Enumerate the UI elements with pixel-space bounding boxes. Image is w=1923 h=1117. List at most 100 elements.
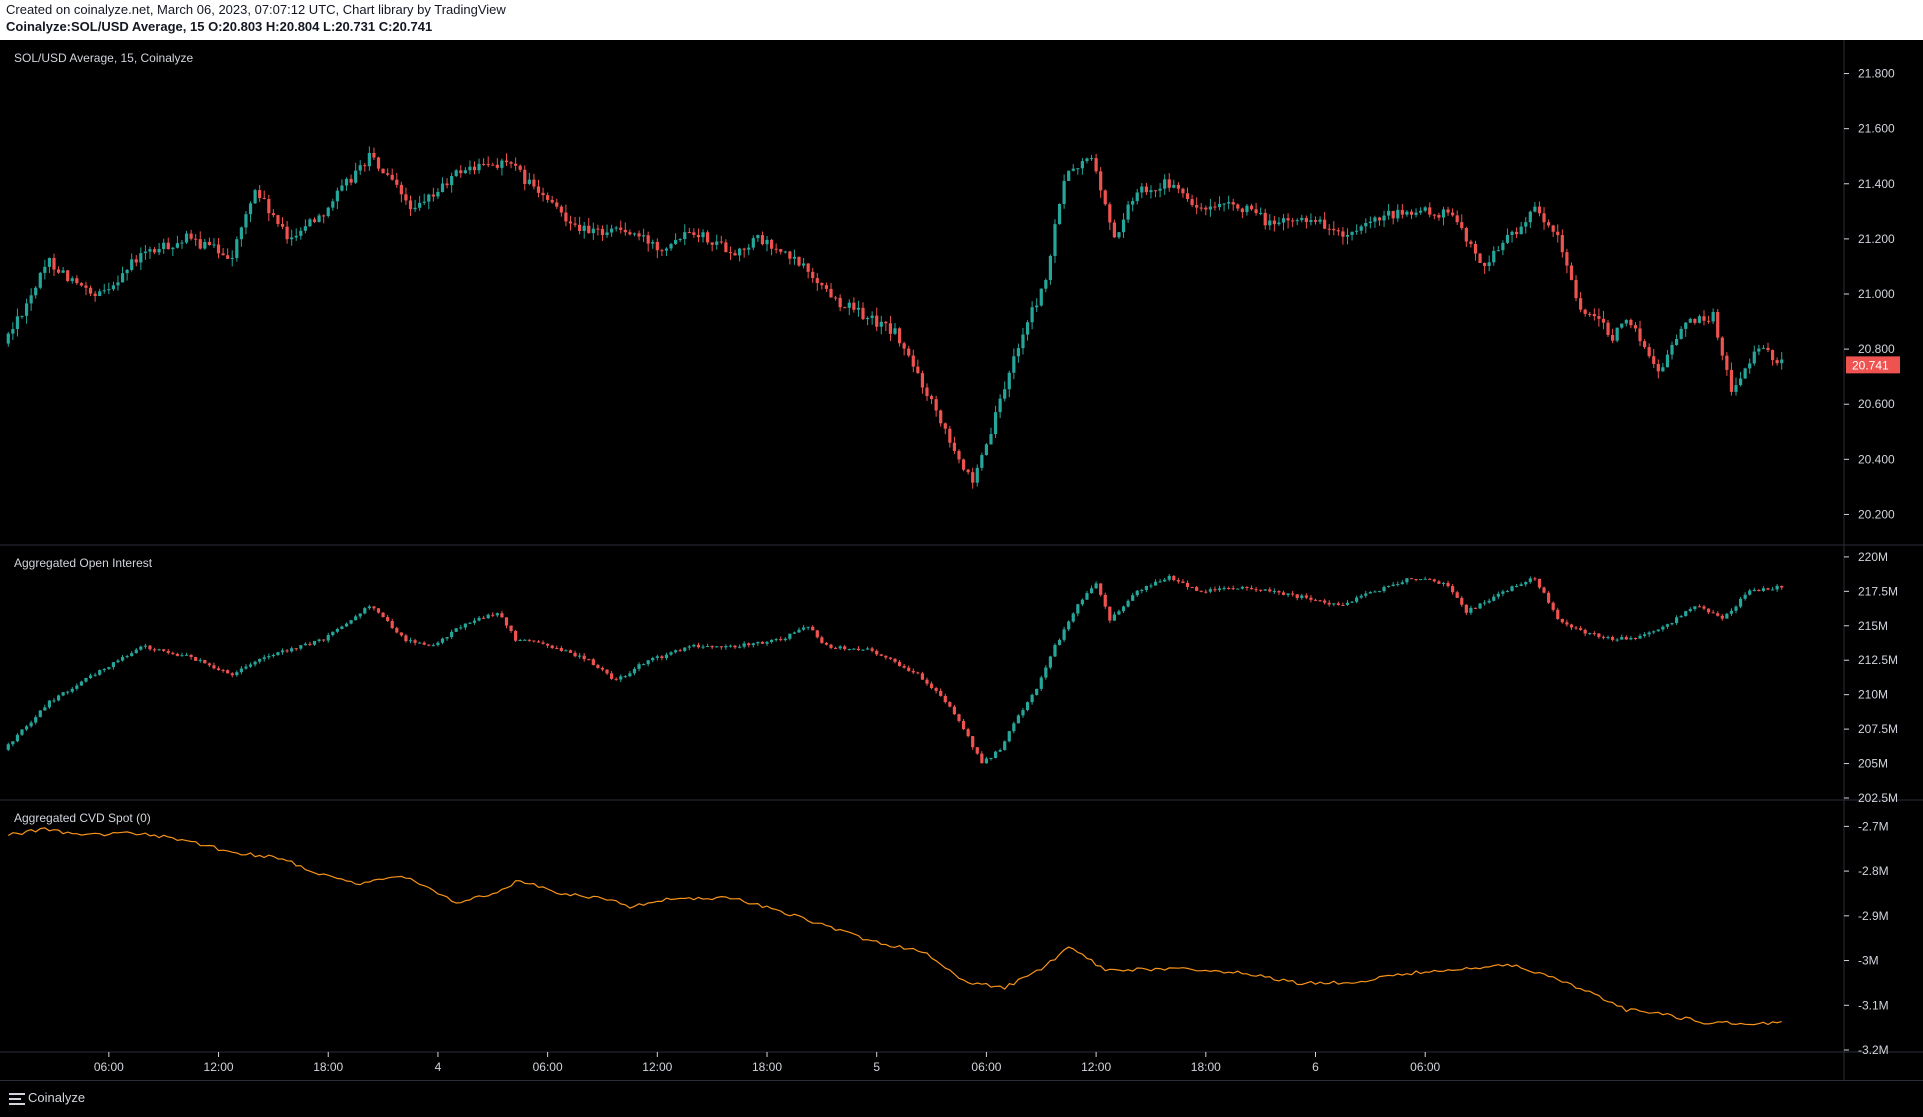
candle (1743, 592, 1747, 601)
candle-body (907, 348, 911, 356)
candle-body (564, 212, 568, 222)
candle (733, 249, 737, 256)
candle-body (683, 232, 687, 240)
candle-body (1460, 222, 1464, 228)
candle (1263, 589, 1267, 591)
candle-body (354, 170, 358, 183)
candle-body (1368, 592, 1372, 594)
candle-body (1547, 222, 1551, 226)
candle-body (541, 642, 545, 644)
candle (1437, 580, 1441, 585)
candle (1016, 714, 1021, 724)
candle-body (34, 287, 38, 296)
candle-body (1469, 241, 1473, 244)
candle (1259, 207, 1263, 216)
hamburger-logo-icon (9, 1093, 25, 1105)
candle (1355, 595, 1359, 604)
candle-body (1738, 378, 1743, 386)
candle-body (1515, 231, 1519, 235)
candle-body (1770, 350, 1775, 361)
candle (1167, 173, 1171, 192)
candle (578, 216, 582, 235)
candle (386, 168, 390, 177)
candle-body (120, 273, 125, 283)
open-interest-pane[interactable]: Aggregated Open Interest (6, 556, 1784, 764)
x-tick-label: 06:00 (94, 1060, 124, 1074)
candle-body (1245, 586, 1249, 589)
candle (706, 230, 710, 245)
candle-body (221, 253, 225, 256)
cvd-pane[interactable]: Aggregated CVD Spot (0) (7, 811, 1782, 1026)
candle-body (1652, 631, 1656, 633)
candle-body (897, 661, 902, 666)
candle-body (1025, 322, 1030, 335)
candle-body (1697, 316, 1702, 323)
candle (706, 643, 710, 648)
candle (198, 658, 202, 663)
candle-body (1291, 593, 1295, 595)
candle-body (879, 654, 883, 656)
chart-canvas[interactable]: SOL/USD Average, 15, Coinalyze Aggregate… (0, 40, 1923, 1080)
low-value: 20.731 (335, 19, 376, 34)
candle (971, 736, 975, 750)
candle-body (564, 650, 568, 652)
candle (920, 671, 925, 680)
candle (157, 242, 161, 256)
candle-body (536, 641, 541, 643)
candle-body (267, 199, 271, 214)
candle (660, 655, 664, 661)
x-tick-label: 18:00 (752, 1060, 782, 1074)
candle (1185, 187, 1190, 202)
candle (961, 458, 966, 472)
candle-body (235, 239, 239, 258)
candle (175, 652, 180, 657)
candle (66, 269, 70, 283)
candle (358, 160, 362, 175)
candle-body (1661, 626, 1665, 630)
candle-body (733, 645, 737, 648)
candle (1464, 604, 1468, 616)
candle-body (1684, 611, 1688, 617)
candle-body (61, 270, 65, 273)
candle (1510, 230, 1514, 243)
candle (1140, 183, 1144, 199)
candle-body (623, 229, 627, 233)
candle (824, 282, 829, 293)
candle (756, 234, 760, 242)
candle (317, 213, 321, 223)
candle (312, 640, 317, 646)
candle-body (1185, 582, 1190, 588)
candle-body (1172, 575, 1176, 581)
candle (518, 638, 522, 642)
candle-body (1057, 639, 1062, 645)
candle (322, 214, 326, 224)
candle-body (916, 672, 920, 674)
candle (1647, 343, 1651, 359)
candle (61, 691, 65, 697)
candle-body (162, 649, 166, 651)
candle (674, 233, 678, 246)
candle-body (258, 659, 262, 662)
candle (482, 615, 486, 619)
candle-body (56, 695, 61, 701)
candle-body (610, 673, 614, 679)
candle-body (139, 646, 143, 650)
candle (1492, 594, 1496, 602)
candle-body (1711, 612, 1715, 614)
candle-body (897, 328, 902, 344)
candle (1396, 581, 1400, 587)
candle-body (376, 608, 381, 613)
candle-body (811, 271, 815, 279)
symbol-label: Coinalyze:SOL/USD Average, 15 (6, 19, 205, 34)
candle (852, 647, 856, 650)
candle (184, 652, 189, 656)
candle-body (331, 201, 335, 208)
candle (833, 295, 838, 301)
candle-body (1487, 600, 1491, 603)
candle-body (838, 646, 842, 649)
candle-body (779, 249, 783, 252)
x-tick-label: 12:00 (204, 1060, 234, 1074)
price-pane[interactable]: SOL/USD Average, 15, Coinalyze (6, 51, 1784, 489)
candle-body (1515, 585, 1519, 587)
candle-body (692, 644, 696, 647)
